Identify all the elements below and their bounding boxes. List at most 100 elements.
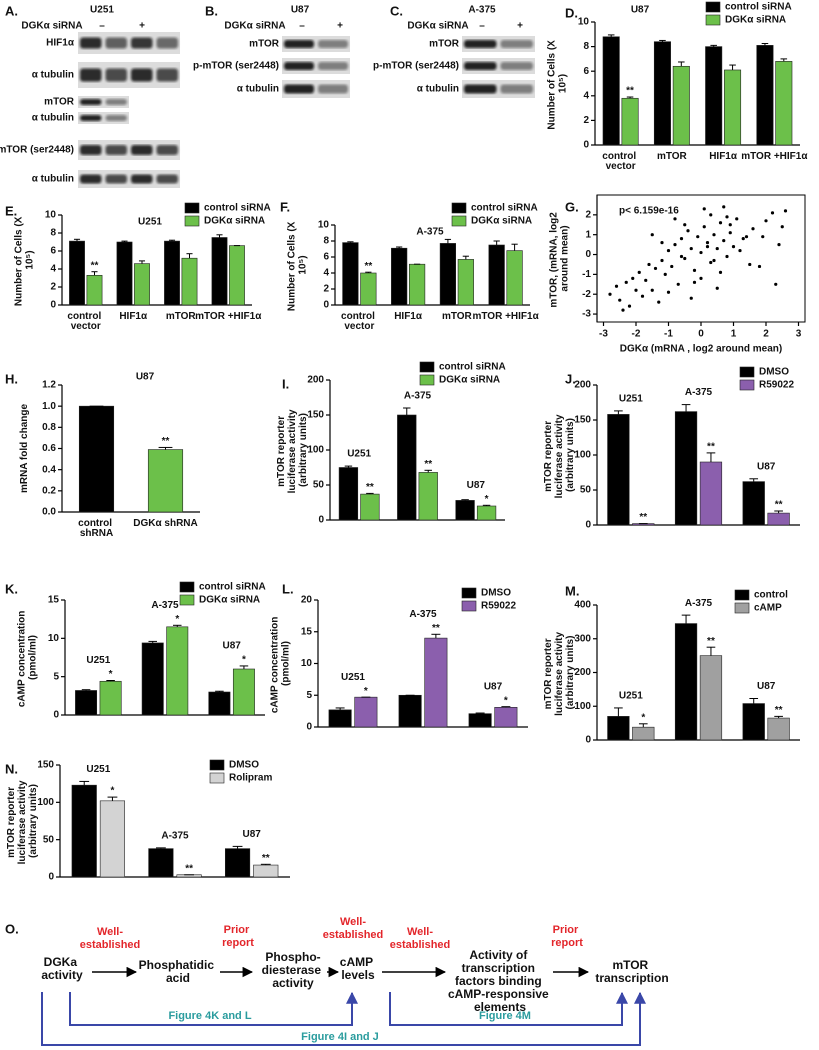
point [657,300,661,304]
point [683,256,687,261]
point [686,229,690,233]
y-tick-label: 0.8 [42,422,56,433]
lane-label: + [337,21,343,32]
bar [494,707,518,728]
y-tick-label: 4 [50,264,56,275]
legend-swatch [209,759,225,771]
y-tick-label: 0 [585,735,591,746]
point [618,298,622,302]
y-tick-label: 0.2 [42,485,56,496]
significance-label: ** [707,636,715,647]
bar [229,245,245,306]
point [705,241,710,245]
blot-band [105,99,127,105]
point [718,270,723,274]
bar [86,274,103,306]
text-line: cAMP [340,955,376,969]
x-tick-label: HIF1α [709,151,738,162]
text-line: diesterase [262,963,325,977]
bar [742,703,765,741]
row-label: α tubulin [32,174,74,185]
point [709,260,713,265]
row-label: p-mTOR (ser2448) [193,61,279,72]
bar [775,61,793,146]
x-tick-label: DGKα shRNA [133,518,197,529]
legend-swatch [419,374,435,386]
y-tick-label: 4 [323,268,329,279]
point [650,233,654,237]
point [614,284,619,288]
blot-background [78,140,180,160]
evidence-label: Prior report [551,924,583,949]
legend-swatch [209,772,225,784]
group-label: U251 [619,394,643,405]
blot-band [80,99,102,105]
row-label: mTOR [249,39,280,50]
y-tick-label: 2 [50,282,56,293]
cell-line: A-375 [468,5,496,16]
y-tick-label: 5 [53,671,59,682]
panel-label: D. [565,5,578,20]
cell-line: U87 [291,5,310,16]
point [744,235,749,239]
y-axis-label: mRNA fold change [19,404,30,494]
legend-swatch [705,14,721,26]
y-tick-label: 200 [307,375,324,386]
x-tick-label: mTOR +HIF1α [741,151,808,162]
text-line: established [390,939,451,951]
diagram-brackets [41,991,646,1046]
point [660,241,664,245]
text-line: Phospho- [265,950,320,964]
point [666,290,671,294]
panel-label: I. [282,376,289,391]
point [663,272,667,276]
bar [164,240,180,306]
text-line: (pmol/ml) [27,635,38,680]
bar [756,45,774,146]
legend-label: DMSO [229,760,259,771]
point [660,258,664,263]
point [689,246,693,251]
y-tick-label: 100 [574,701,591,712]
panel-label: O. [5,921,19,936]
diagram-node: mTOR transcription [595,958,668,985]
group-label: U251 [619,691,643,702]
legend-label: cAMP [754,603,782,614]
point [751,227,755,231]
x-tick-label: 1 [731,329,737,340]
point [676,282,680,286]
text-line: report [222,937,254,949]
bar [439,243,457,306]
x-tick-label: -1 [664,329,673,340]
legend-label: control [754,590,788,601]
blot-band [464,62,497,70]
text-line: elements [474,1000,526,1014]
significance-label: * [364,686,368,697]
figure-ref: Figure 4I and J [301,1031,379,1043]
text-line: Well- [340,916,366,928]
significance-label: * [110,786,114,797]
blot-band [464,40,497,48]
text-line: mTOR [657,151,688,162]
row-label: α tubulin [417,84,459,95]
blot-band [500,84,533,94]
text-line: Prior [224,924,253,936]
text-line: shRNA [80,528,113,539]
panel-label: N. [5,761,18,776]
legend-swatch [184,215,200,227]
y-tick-label: 15 [48,595,60,606]
y-tick-label: 6 [323,252,329,263]
panel-label: B. [205,3,218,18]
x-tick-label: control vector [67,311,104,332]
blot-band [464,84,497,94]
text-line: cAMP-responsive [448,987,552,1001]
y-tick-label: 20 [301,595,313,606]
blot-band [156,145,178,155]
y-tick-label: 150 [574,415,591,426]
point [761,235,765,239]
bracket [69,991,358,1026]
point [702,207,706,211]
x-tick-label: control vector [602,151,639,172]
chart-title: U251 [138,217,162,228]
legend-swatch [451,202,467,214]
